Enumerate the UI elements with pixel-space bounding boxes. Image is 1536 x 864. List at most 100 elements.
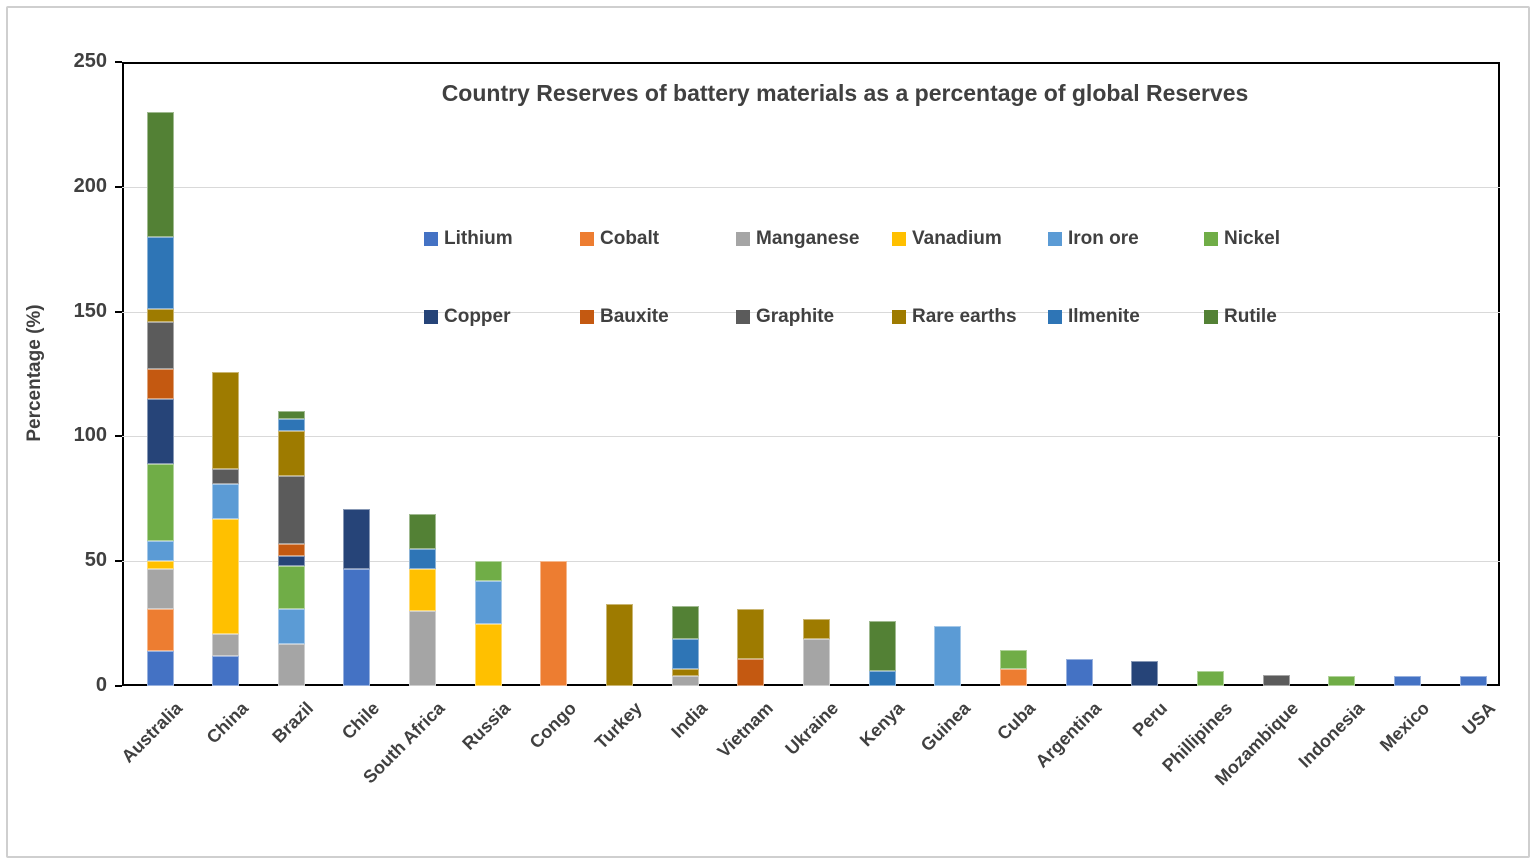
y-axis-tick: [115, 310, 122, 313]
bar-segment-india-ilmenite: [671, 638, 699, 669]
bar-segment-ukraine-rare-earths: [803, 618, 830, 639]
gridline-100: [122, 436, 1500, 438]
bar-segment-india-rare-earths: [671, 668, 699, 676]
bar-segment-australia-manganese: [146, 568, 174, 609]
cobalt-swatch-icon: [580, 232, 594, 246]
y-axis-tick: [115, 185, 122, 188]
bar-segment-russia-iron-ore: [474, 581, 502, 624]
bar-segment-china-rare-earths: [212, 371, 240, 469]
legend-row-2: Copper Bauxite Graphite Rare earths Ilmenite…: [424, 306, 1360, 328]
rutile-swatch-icon: [1204, 310, 1218, 324]
legend-label: Iron ore: [1068, 228, 1139, 249]
nickel-swatch-icon: [1204, 232, 1218, 246]
vanadium-swatch-icon: [892, 232, 906, 246]
bar-segment-turkey-rare-earths: [606, 603, 634, 686]
legend-label: Rare earths: [912, 306, 1017, 327]
y-axis-tick: [115, 685, 122, 687]
y-axis-tick-label: 50: [84, 549, 107, 572]
rare-earths-swatch-icon: [892, 310, 906, 324]
bar-segment-australia-ilmenite: [146, 236, 174, 310]
bar-segment-south-africa-rutile: [409, 513, 437, 549]
bar-segment-kenya-rutile: [868, 621, 896, 671]
legend-label: Cobalt: [600, 228, 660, 249]
y-axis-title: Percentage (%): [24, 304, 45, 442]
bar-segment-indonesia-nickel: [1328, 676, 1356, 686]
image-border-frame: [6, 6, 1530, 858]
bar-segment-china-vanadium: [212, 518, 240, 634]
bar-segment-peru-copper: [1131, 661, 1159, 686]
legend-item-graphite: Graphite: [736, 306, 892, 328]
legend-label: Nickel: [1224, 228, 1280, 249]
bar-segment-china-manganese: [212, 633, 240, 657]
y-axis-tick-label: 150: [73, 299, 107, 322]
bar-segment-chile-copper: [343, 508, 371, 569]
gridline-200: [122, 186, 1500, 188]
bar-segment-south-africa-ilmenite: [409, 548, 437, 569]
bar-segment-russia-vanadium: [474, 623, 502, 686]
lithium-swatch-icon: [424, 232, 438, 246]
legend-item-vanadium: Vanadium: [892, 228, 1048, 250]
bar-segment-kenya-ilmenite: [868, 671, 896, 686]
legend-item-lithium: Lithium: [424, 228, 580, 250]
bar-segment-china-graphite: [212, 468, 240, 484]
y-axis-tick: [115, 61, 122, 63]
bar-segment-india-rutile: [671, 606, 699, 639]
bar-segment-brazil-copper: [277, 556, 305, 567]
bar-segment-mexico-lithium: [1393, 676, 1421, 686]
iron-ore-swatch-icon: [1048, 232, 1062, 246]
bar-segment-australia-rutile: [146, 111, 174, 237]
legend-item-manganese: Manganese: [736, 228, 892, 250]
bar-segment-brazil-graphite: [277, 476, 305, 544]
y-axis-tick: [115, 435, 122, 438]
bar-segment-india-manganese: [671, 676, 699, 686]
bar-segment-ukraine-manganese: [803, 638, 830, 686]
legend-label: Vanadium: [912, 228, 1002, 249]
legend-item-bauxite: Bauxite: [580, 306, 736, 328]
bar-segment-china-iron-ore: [212, 483, 240, 519]
bar-segment-australia-copper: [146, 398, 174, 464]
gridline-50: [122, 561, 1500, 563]
legend-item-rare-earths: Rare earths: [892, 306, 1048, 328]
bar-segment-chile-lithium: [343, 568, 371, 686]
legend-item-iron-ore: Iron ore: [1048, 228, 1204, 250]
bar-segment-vietnam-rare-earths: [737, 608, 765, 659]
legend-label: Ilmenite: [1068, 306, 1140, 327]
legend-row-1: Lithium Cobalt Manganese Vanadium Iron ore Ni…: [424, 228, 1360, 250]
ilmenite-swatch-icon: [1048, 310, 1062, 324]
legend-label: Bauxite: [600, 306, 669, 327]
bar-segment-australia-lithium: [146, 651, 174, 686]
legend-item-ilmenite: Ilmenite: [1048, 306, 1204, 328]
legend-item-cobalt: Cobalt: [580, 228, 736, 250]
bar-segment-australia-vanadium: [146, 561, 174, 569]
graphite-swatch-icon: [736, 310, 750, 324]
legend-label: Rutile: [1224, 306, 1277, 327]
bar-segment-brazil-nickel: [277, 566, 305, 609]
bar-segment-guinea-iron-ore: [934, 626, 962, 686]
bar-segment-brazil-iron-ore: [277, 608, 305, 644]
bauxite-swatch-icon: [580, 310, 594, 324]
bar-segment-australia-iron-ore: [146, 541, 174, 562]
bar-segment-cuba-nickel: [999, 649, 1027, 669]
bar-segment-vietnam-bauxite: [737, 658, 765, 686]
gridline-150: [122, 311, 1500, 313]
y-axis-tick: [115, 560, 122, 563]
copper-swatch-icon: [424, 310, 438, 324]
y-axis-tick-label: 0: [95, 674, 107, 696]
y-axis-tick-label: 100: [73, 424, 107, 447]
bar-segment-congo-cobalt: [540, 561, 568, 686]
bar-segment-phillipines-nickel: [1196, 671, 1224, 686]
legend-item-copper: Copper: [424, 306, 580, 328]
bar-segment-usa-lithium: [1459, 676, 1487, 686]
bar-segment-china-lithium: [212, 656, 240, 686]
y-axis-tick-label: 200: [73, 174, 107, 197]
y-axis-tick-label: 250: [73, 50, 107, 72]
bar-segment-south-africa-vanadium: [409, 568, 437, 612]
legend-item-nickel: Nickel: [1204, 228, 1360, 250]
bar-segment-australia-nickel: [146, 463, 174, 542]
bar-segment-australia-bauxite: [146, 369, 174, 399]
legend-label: Graphite: [756, 306, 835, 327]
bar-segment-brazil-ilmenite: [277, 418, 305, 432]
bar-segment-mozambique-graphite: [1262, 674, 1290, 686]
bar-segment-australia-rare-earths: [146, 309, 174, 322]
